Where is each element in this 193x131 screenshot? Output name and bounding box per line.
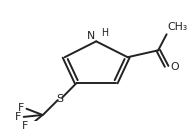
Text: O: O	[171, 62, 179, 72]
Text: H: H	[102, 28, 108, 38]
Text: F: F	[22, 121, 28, 131]
Text: N: N	[87, 31, 95, 41]
Text: S: S	[57, 94, 63, 104]
Text: F: F	[15, 112, 21, 122]
Text: F: F	[17, 103, 24, 113]
Text: CH₃: CH₃	[168, 22, 188, 32]
